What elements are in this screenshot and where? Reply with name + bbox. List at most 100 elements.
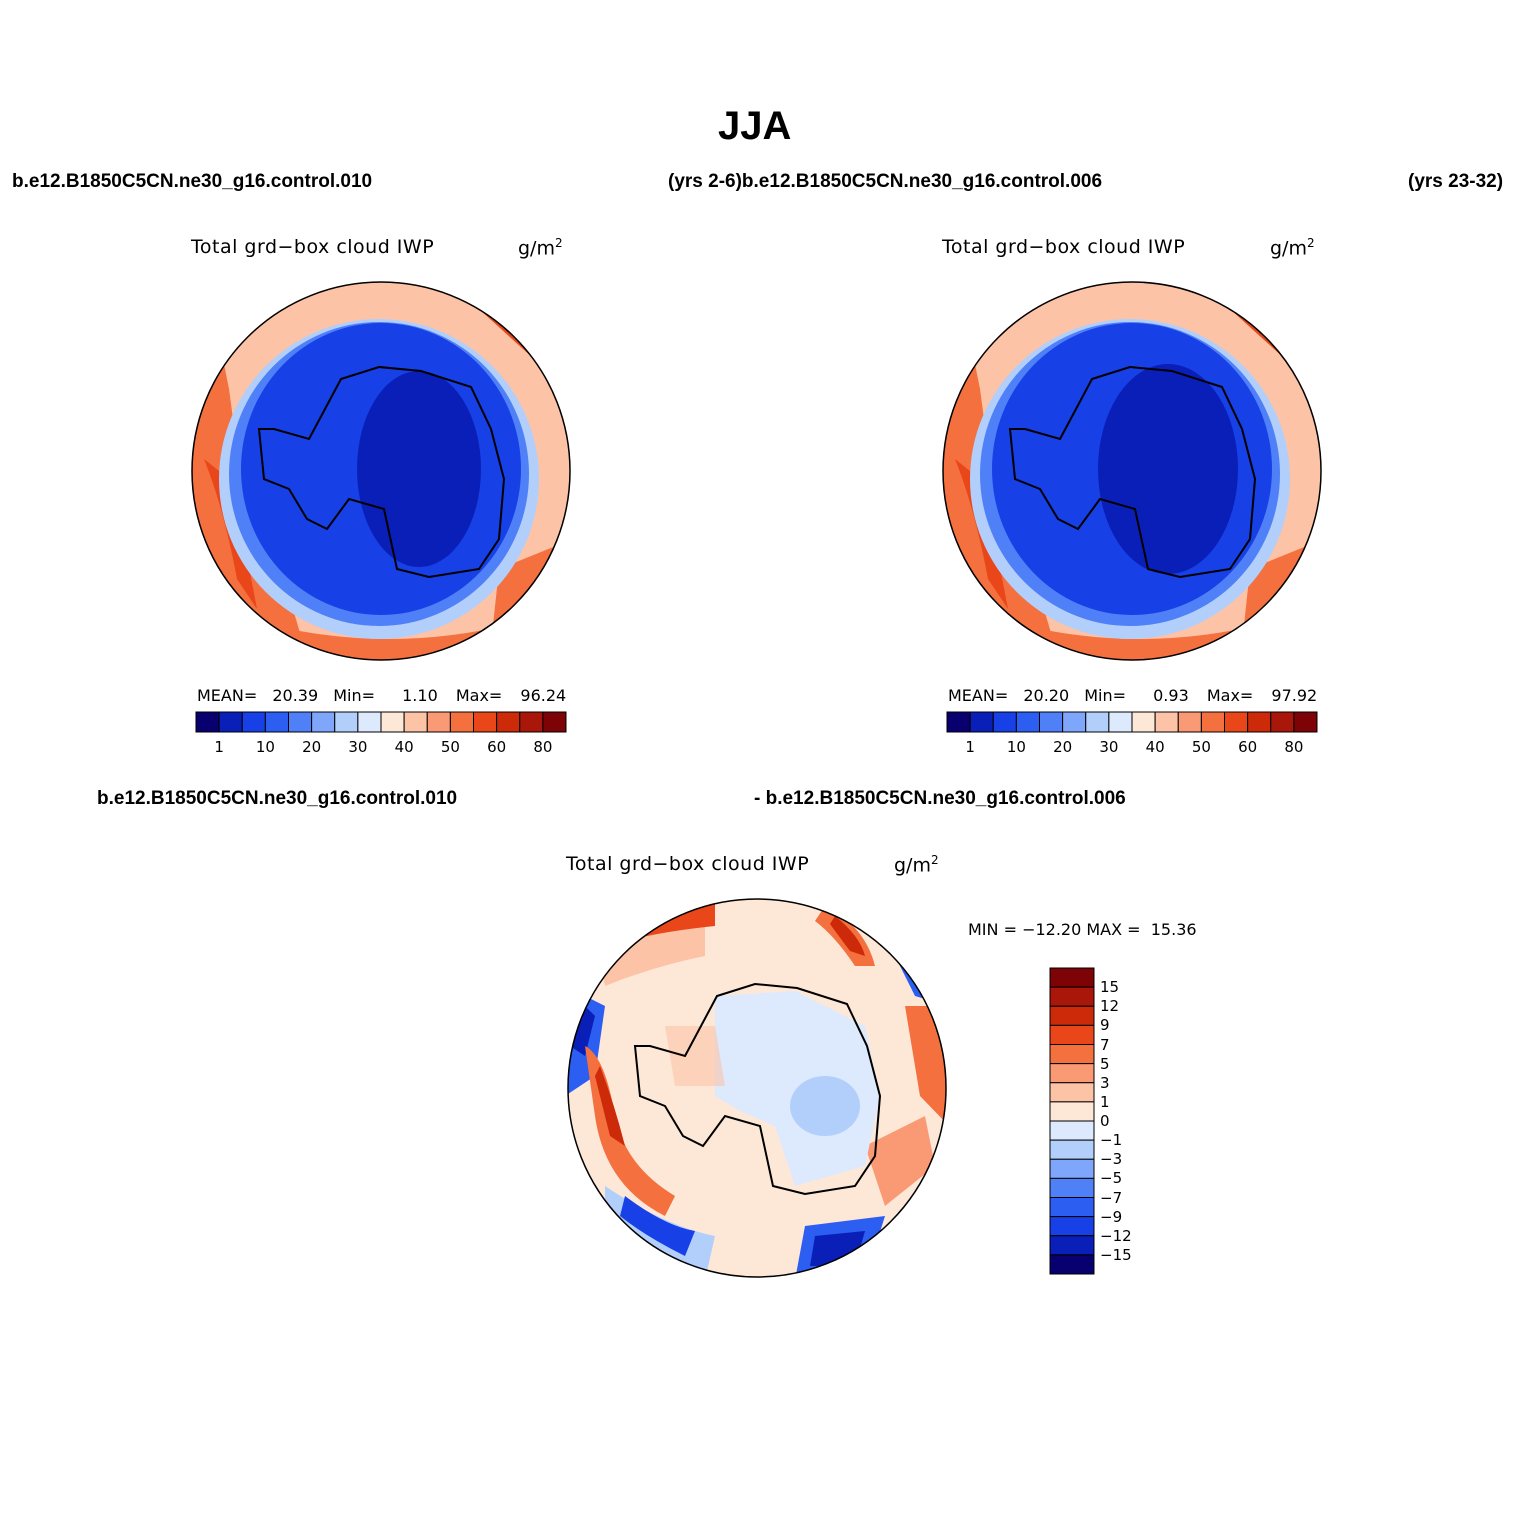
- panel1-colorbar-swatch: [264, 711, 289, 733]
- panel1-units: g/m2: [518, 236, 563, 259]
- panel1-colorbar-swatch: [357, 711, 382, 733]
- panel2-colorbar-tick-label: 60: [1238, 738, 1258, 756]
- panel2-colorbar-swatch: [1039, 711, 1064, 733]
- panel3-colorbar-tick-label: −7: [1100, 1188, 1123, 1207]
- panel3-colorbar-tick-label: 12: [1100, 997, 1120, 1016]
- panel1-mean-value: 20.39: [272, 686, 319, 705]
- panel2-colorbar-tick-label: 10: [1006, 738, 1026, 756]
- panel2-colorbar-swatch: [1270, 711, 1295, 733]
- panel2-colorbar-tick-label: 30: [1099, 738, 1119, 756]
- panel3-colorbar-tick-label: 3: [1100, 1073, 1110, 1092]
- panel1-units-text: g/m: [518, 237, 555, 260]
- panel3-colorbar: [1049, 967, 1095, 1275]
- case-label-top-left: b.e12.B1850C5CN.ne30_g16.control.010: [12, 171, 373, 192]
- panel1-colorbar-tick-label: 60: [487, 738, 507, 756]
- panel2-colorbar-swatch: [946, 711, 971, 733]
- panel3-colorbar-tick-label: −3: [1100, 1150, 1123, 1169]
- panel3-title: Total grd−box cloud IWP: [566, 853, 810, 875]
- panel1-colorbar-tick-label: 20: [302, 738, 322, 756]
- panel3-colorbar-swatch: [1049, 967, 1095, 988]
- panel3-colorbar-tick-label: −12: [1100, 1226, 1132, 1245]
- panel1-colorbar-swatch: [311, 711, 336, 733]
- case-label-bottom-right: - b.e12.B1850C5CN.ne30_g16.control.006: [754, 788, 1126, 809]
- panel3-colorbar-tick-label: 0: [1100, 1112, 1110, 1130]
- panel2-colorbar-swatch: [1085, 711, 1110, 733]
- panel1-map: [191, 281, 571, 661]
- panel2-mean-label: MEAN=: [948, 686, 1009, 705]
- panel1-max-label: Max=: [455, 686, 503, 705]
- panel3-colorbar-swatch: [1049, 1044, 1095, 1065]
- panel1-colorbar-tick-label: 80: [533, 738, 553, 756]
- panel2-colorbar-tick-label: 20: [1053, 738, 1073, 756]
- panel1-max-value: 96.24: [520, 686, 567, 705]
- panel2-colorbar-swatch: [1200, 711, 1225, 733]
- panel2-colorbar-swatch: [1247, 711, 1272, 733]
- panel1-colorbar-swatch: [542, 711, 567, 733]
- panel2-colorbar-swatch: [1015, 711, 1040, 733]
- panel2-colorbar-swatch: [1177, 711, 1202, 733]
- panel2-units-text: g/m: [1270, 237, 1307, 260]
- panel1-colorbar-swatch: [380, 711, 405, 733]
- panel1-colorbar-swatch: [403, 711, 428, 733]
- panel3-colorbar-tick-label: 5: [1100, 1054, 1110, 1073]
- panel1-mean-label: MEAN=: [197, 686, 258, 705]
- panel2-colorbar-tick-label: 1: [965, 738, 975, 756]
- panel1-units-sup: 2: [554, 236, 563, 250]
- panel1-colorbar-tick-label: 40: [394, 738, 414, 756]
- panel3-units-text: g/m: [894, 854, 931, 877]
- panel1-colorbar: [195, 711, 567, 733]
- panel2-colorbar-swatch: [1108, 711, 1133, 733]
- case-label-top-right: (yrs 23-32): [1408, 171, 1504, 192]
- panel3-units-sup: 2: [930, 853, 939, 867]
- panel1-colorbar-swatch: [334, 711, 359, 733]
- panel3-colorbar-tick-label: 15: [1100, 978, 1120, 997]
- panel2-title: Total grd−box cloud IWP: [942, 236, 1186, 258]
- panel2-colorbar-tick-label: 50: [1191, 738, 1211, 756]
- panel3-map: [567, 898, 947, 1278]
- panel2-map: [942, 281, 1322, 661]
- case-label-top-mid: (yrs 2-6)b.e12.B1850C5CN.ne30_g16.contro…: [668, 171, 1103, 192]
- panel3-colorbar-swatch: [1049, 1197, 1095, 1218]
- panel1-colorbar-swatch: [218, 711, 243, 733]
- panel1-colorbar-tick-label: 50: [440, 738, 460, 756]
- main-title: JJA: [718, 104, 792, 148]
- panel2-colorbar: [946, 711, 1318, 733]
- panel1-colorbar-swatch: [519, 711, 544, 733]
- panel1-colorbar-swatch: [426, 711, 451, 733]
- panel1-colorbar-tick-label: 1: [214, 738, 224, 756]
- panel3-colorbar-swatch: [1049, 1177, 1095, 1198]
- panel1-title: Total grd−box cloud IWP: [191, 236, 435, 258]
- panel3-colorbar-swatch: [1049, 1254, 1095, 1275]
- panel3-colorbar-tick-label: −15: [1100, 1245, 1132, 1264]
- panel2-stats: MEAN= 20.20 Min= 0.93 Max= 97.92: [948, 686, 1317, 705]
- panel2-mean-value: 20.20: [1023, 686, 1070, 705]
- panel3-colorbar-tick-label: −1: [1100, 1131, 1123, 1150]
- panel1-colorbar-tick-label: 30: [348, 738, 368, 756]
- panel1-colorbar-swatch: [496, 711, 521, 733]
- panel3-colorbar-swatch: [1049, 1216, 1095, 1237]
- panel3-colorbar-swatch: [1049, 986, 1095, 1007]
- panel1-colorbar-swatch: [288, 711, 313, 733]
- panel3-colorbar-swatch: [1049, 1120, 1095, 1141]
- panel3-colorbar-swatch: [1049, 1139, 1095, 1160]
- panel3-colorbar-tick-label: 1: [1100, 1092, 1110, 1111]
- panel2-units: g/m2: [1270, 236, 1315, 259]
- panel2-colorbar-tick-label: 40: [1145, 738, 1165, 756]
- panel2-colorbar-swatch: [992, 711, 1017, 733]
- panel1-colorbar-swatch: [241, 711, 266, 733]
- panel1-stats: MEAN= 20.39 Min= 1.10 Max= 96.24: [197, 686, 566, 705]
- panel1-min-label: Min=: [333, 686, 376, 705]
- panel1-colorbar-swatch: [195, 711, 220, 733]
- panel2-colorbar-tick-label: 80: [1284, 738, 1304, 756]
- panel2-max-value: 97.92: [1271, 686, 1318, 705]
- panel2-colorbar-swatch: [1293, 711, 1318, 733]
- panel3-units: g/m2: [894, 853, 939, 876]
- panel3-colorbar-tick-label: 9: [1100, 1016, 1110, 1035]
- panel2-max-label: Max=: [1206, 686, 1254, 705]
- panel3-colorbar-tick-label: 7: [1100, 1035, 1110, 1054]
- panel2-colorbar-swatch: [969, 711, 994, 733]
- panel2-min-value: 0.93: [1153, 686, 1189, 705]
- panel3-colorbar-swatch: [1049, 1024, 1095, 1045]
- panel3-colorbar-swatch: [1049, 1101, 1095, 1122]
- panel1-colorbar-swatch: [449, 711, 474, 733]
